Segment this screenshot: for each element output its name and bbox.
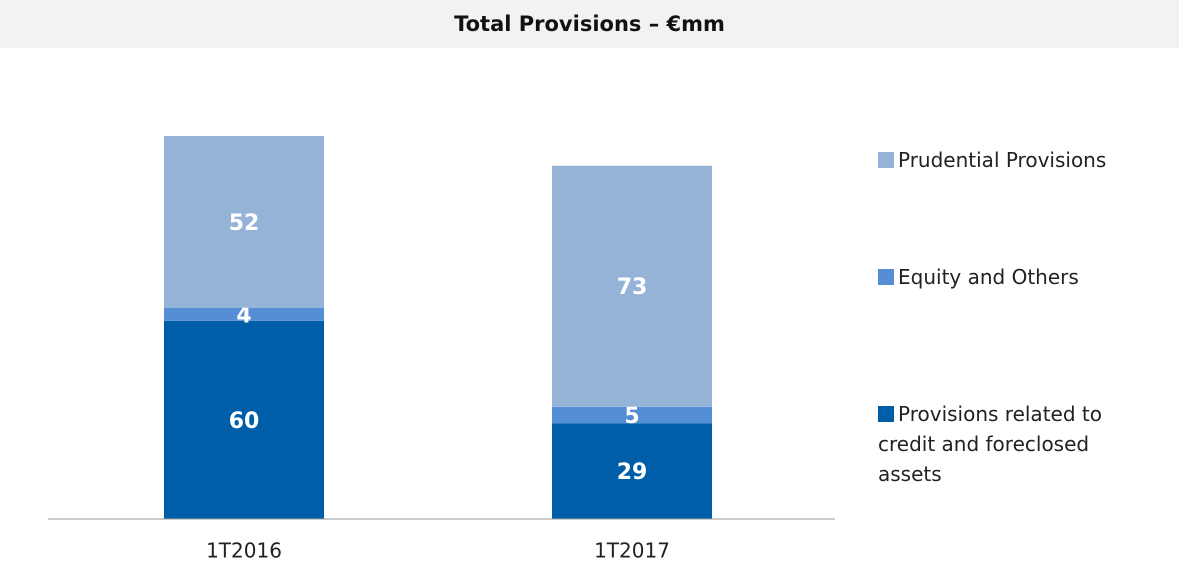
legend-item: Prudential Provisions bbox=[878, 145, 1158, 175]
bar-segment bbox=[164, 307, 324, 321]
chart-title: Total Provisions – €mm bbox=[0, 0, 1179, 48]
legend-label: Provisions related to credit and foreclo… bbox=[878, 402, 1102, 486]
data-label: 60 bbox=[229, 409, 260, 434]
x-tick-label: 1T2017 bbox=[594, 539, 670, 563]
bar-segment bbox=[164, 136, 324, 308]
bar-segment bbox=[552, 423, 712, 519]
bar-segment bbox=[552, 406, 712, 424]
data-label: 4 bbox=[236, 303, 251, 328]
legend-label: Equity and Others bbox=[898, 265, 1079, 289]
data-label: 5 bbox=[624, 404, 639, 429]
legend-swatch bbox=[878, 152, 894, 168]
legend-item: Provisions related to credit and foreclo… bbox=[878, 399, 1138, 489]
legend-label: Prudential Provisions bbox=[898, 148, 1107, 172]
bar-segment bbox=[164, 320, 324, 519]
data-label: 29 bbox=[617, 460, 648, 485]
chart: 60 4 52 1T2016 29 5 73 1T2017 bbox=[48, 136, 835, 563]
legend-item: Equity and Others bbox=[878, 262, 1158, 292]
legend-swatch bbox=[878, 269, 894, 285]
bar-segment bbox=[552, 165, 712, 407]
legend-swatch bbox=[878, 406, 894, 422]
data-label: 52 bbox=[229, 211, 260, 236]
data-label: 73 bbox=[617, 275, 648, 300]
x-tick-label: 1T2016 bbox=[206, 539, 282, 563]
